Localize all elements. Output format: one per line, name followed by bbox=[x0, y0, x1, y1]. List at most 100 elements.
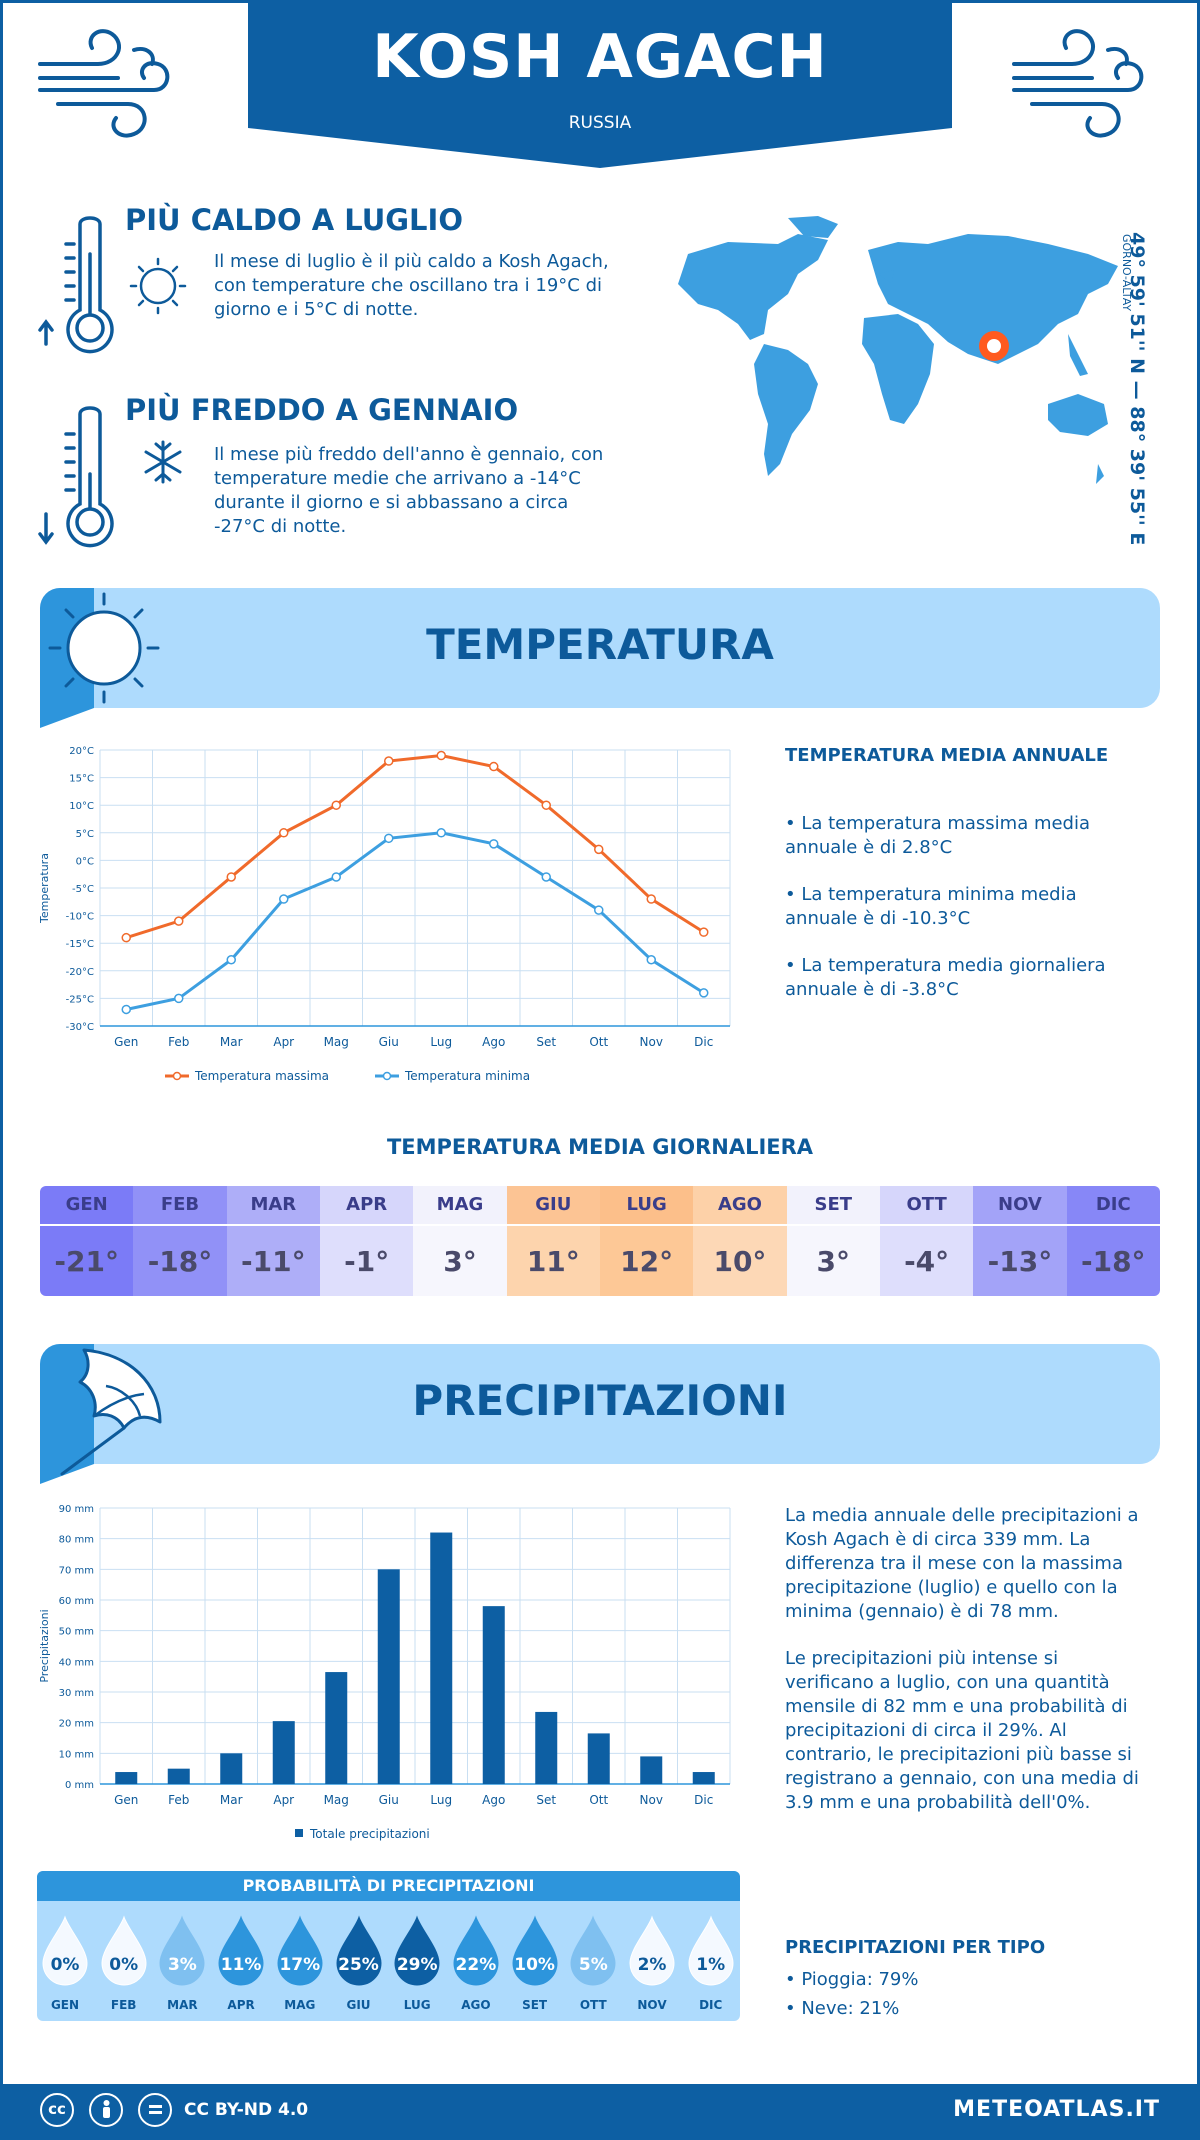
month-temperature-value: -13° bbox=[973, 1224, 1067, 1296]
y-tick-label: 10 mm bbox=[59, 1749, 94, 1760]
region-label: GORNO-ALTAY bbox=[1120, 234, 1133, 312]
license-label[interactable]: CC BY-ND 4.0 bbox=[184, 2100, 309, 2120]
annual-daily-text: • La temperatura media giornaliera annua… bbox=[785, 955, 1106, 1000]
month-column: SET 3° bbox=[786, 1186, 880, 1296]
month-header: GIU bbox=[506, 1186, 600, 1224]
month-temperature-value: -18° bbox=[133, 1224, 227, 1296]
data-point bbox=[489, 839, 499, 849]
site-link[interactable]: METEOATLAS.IT bbox=[953, 2097, 1160, 2122]
y-tick-label: 0 mm bbox=[65, 1780, 94, 1791]
raindrop-icon bbox=[42, 1915, 88, 1986]
probability-value: 11% bbox=[220, 1955, 262, 1975]
y-tick-label: -20°C bbox=[66, 967, 94, 978]
thermometer-hot-icon bbox=[38, 216, 187, 354]
x-tick-label: Nov bbox=[640, 1793, 663, 1807]
month-header: AGO bbox=[693, 1186, 787, 1224]
rain-share: • Pioggia: 79% bbox=[785, 1969, 919, 1990]
probability-month-label: SET bbox=[522, 1998, 548, 2012]
probability-value: 5% bbox=[578, 1955, 608, 1975]
temperature-title: TEMPERATURA bbox=[426, 620, 774, 669]
precipitation-bar bbox=[482, 1606, 505, 1784]
data-point bbox=[436, 828, 446, 838]
data-point bbox=[279, 828, 289, 838]
probability-month-label: MAR bbox=[167, 1998, 198, 2012]
legend-label: Temperatura minima bbox=[404, 1069, 530, 1083]
raindrop-icon bbox=[218, 1915, 264, 1986]
x-tick-label: Set bbox=[536, 1035, 556, 1049]
thermometer-cold-icon bbox=[38, 406, 182, 548]
precipitation-type-title: PRECIPITAZIONI PER TIPO bbox=[785, 1937, 1046, 1958]
x-tick-label: Ago bbox=[482, 1035, 505, 1049]
month-column: DIC -18° bbox=[1066, 1186, 1160, 1296]
x-tick-label: Apr bbox=[273, 1793, 294, 1807]
no-derivatives-icon[interactable] bbox=[138, 2093, 172, 2127]
temperature-chart: 20°C 15°C 10°C 5°C 0°C -5°C -10°C -15°C -20°C -25… bbox=[38, 746, 731, 1083]
coldest-month-title: PIÙ FREDDO A GENNAIO bbox=[125, 393, 519, 427]
data-point bbox=[436, 750, 446, 761]
probability-month-label: OTT bbox=[579, 1998, 607, 2012]
y-tick-label: 80 mm bbox=[59, 1535, 94, 1546]
month-header: DIC bbox=[1066, 1186, 1160, 1224]
legend-marker bbox=[172, 1071, 182, 1081]
data-point bbox=[174, 993, 184, 1004]
raindrop-icon bbox=[453, 1915, 499, 1986]
probability-value: 0% bbox=[109, 1955, 139, 1975]
probability-value: 17% bbox=[279, 1955, 321, 1975]
attribution-icon[interactable] bbox=[89, 2093, 123, 2127]
month-temperature-value: -11° bbox=[226, 1224, 320, 1296]
data-point bbox=[541, 872, 551, 882]
data-point bbox=[121, 932, 131, 943]
month-header: MAG bbox=[413, 1186, 507, 1224]
data-point bbox=[699, 927, 709, 937]
x-tick-label: Lug bbox=[430, 1035, 452, 1049]
y-tick-label: 70 mm bbox=[59, 1565, 94, 1576]
precipitation-banner bbox=[40, 1344, 1160, 1464]
raindrop-icon bbox=[101, 1915, 147, 1986]
annual-temperature-title: TEMPERATURA MEDIA ANNUALE bbox=[785, 745, 1109, 766]
probability-value: 1% bbox=[696, 1955, 726, 1975]
y-tick-label: 0°C bbox=[76, 856, 94, 867]
x-tick-label: Giu bbox=[379, 1035, 399, 1049]
data-point bbox=[226, 955, 236, 965]
annual-min-text: • La temperatura minima media annuale è … bbox=[785, 884, 1077, 929]
raindrop-icon bbox=[688, 1915, 734, 1986]
series-line bbox=[125, 831, 705, 1011]
x-tick-label: Ott bbox=[589, 1793, 608, 1807]
legend-label: Temperatura massima bbox=[194, 1069, 329, 1083]
x-tick-label: Feb bbox=[168, 1793, 189, 1807]
x-tick-label: Ott bbox=[589, 1035, 608, 1049]
x-tick-label: Dic bbox=[694, 1035, 713, 1049]
month-column: MAG 3° bbox=[413, 1186, 507, 1296]
y-tick-label: -15°C bbox=[66, 939, 94, 950]
cc-license-icon[interactable]: cc bbox=[40, 2093, 74, 2127]
data-point bbox=[699, 988, 709, 998]
precipitation-bar bbox=[377, 1569, 400, 1784]
probability-value: 22% bbox=[455, 1955, 497, 1975]
precipitation-bar bbox=[272, 1721, 295, 1784]
month-header: MAR bbox=[226, 1186, 320, 1224]
x-tick-label: Mag bbox=[324, 1035, 349, 1049]
precipitation-bar bbox=[220, 1753, 243, 1784]
legend-label: Totale precipitazioni bbox=[309, 1827, 430, 1841]
month-header: FEB bbox=[133, 1186, 227, 1224]
precipitation-bar bbox=[115, 1772, 138, 1784]
probability-month-label: AGO bbox=[461, 1998, 491, 2012]
raindrop-icon bbox=[335, 1915, 382, 1986]
probability-month-label: DIC bbox=[699, 1998, 723, 2012]
country-label: RUSSIA bbox=[568, 113, 632, 133]
month-temperature-value: -4° bbox=[879, 1224, 974, 1296]
daily-temperature-title: TEMPERATURA MEDIA GIORNALIERA bbox=[386, 1135, 814, 1159]
raindrop-icon bbox=[159, 1915, 205, 1986]
month-header: OTT bbox=[879, 1186, 974, 1224]
city-title: KOSH AGACH bbox=[372, 22, 828, 92]
data-point bbox=[331, 872, 341, 882]
month-temperature-value: 3° bbox=[786, 1224, 880, 1296]
raindrop-icon bbox=[277, 1915, 323, 1986]
y-tick-label: -10°C bbox=[66, 912, 94, 923]
snow-share: • Neve: 21% bbox=[785, 1998, 900, 2019]
data-point bbox=[331, 800, 341, 810]
umbrella-icon bbox=[40, 1344, 162, 1484]
probability-month-label: APR bbox=[227, 1998, 255, 2012]
data-point bbox=[594, 844, 604, 855]
y-axis-label: Temperatura bbox=[38, 853, 51, 924]
